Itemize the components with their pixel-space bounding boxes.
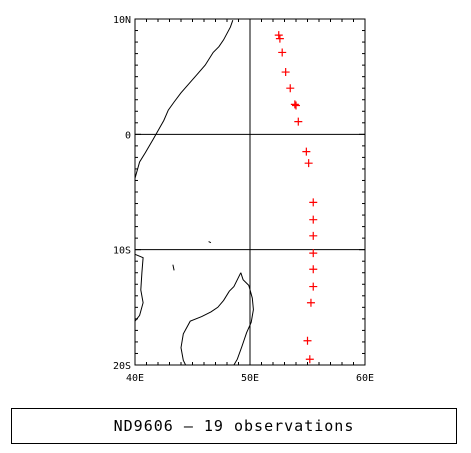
- observation-marker: [286, 84, 295, 93]
- coastlines: [134, 20, 254, 366]
- observation-marker: [309, 231, 318, 240]
- observation-marker: [309, 198, 318, 207]
- axis-tick-labels: 40E 50E 60E 10N 0 10S 20S: [113, 15, 374, 384]
- observation-marker: [304, 159, 313, 168]
- lon-tick-label: 50E: [241, 373, 259, 384]
- observation-marker: [275, 34, 284, 43]
- observation-marker: [278, 48, 287, 57]
- observation-marker: [303, 336, 312, 345]
- observation-marker: [302, 147, 311, 156]
- island-coastline: [208, 241, 212, 244]
- observation-markers: [274, 31, 318, 364]
- observation-marker: [305, 355, 314, 364]
- observation-map: 40E 50E 60E 10N 0 10S 20S: [113, 15, 374, 384]
- observation-marker: [290, 100, 299, 109]
- observation-marker: [281, 68, 290, 77]
- observation-marker: [309, 215, 318, 224]
- observation-marker: [292, 101, 300, 110]
- gridlines: [135, 19, 365, 365]
- lon-tick-label: 60E: [356, 373, 374, 384]
- lat-tick-label: 0: [125, 130, 131, 141]
- observation-marker: [274, 31, 283, 40]
- coastline-africa: [134, 20, 234, 179]
- lat-tick-label: 20S: [113, 361, 131, 372]
- axis-ticks: [134, 18, 366, 366]
- coastline-mainland-south: [134, 253, 144, 322]
- caption-text: ND9606 – 19 observations: [113, 417, 355, 435]
- observation-marker: [309, 282, 318, 291]
- observation-marker: [294, 117, 303, 126]
- caption-box: ND9606 – 19 observations: [11, 408, 457, 444]
- lat-tick-label: 10S: [113, 246, 131, 257]
- coastline-madagascar: [180, 272, 254, 366]
- observation-marker: [309, 265, 318, 274]
- lat-tick-label: 10N: [113, 15, 131, 26]
- lon-tick-label: 40E: [126, 373, 144, 384]
- observation-marker: [309, 249, 318, 258]
- island-coastline: [172, 264, 175, 271]
- observation-marker: [306, 298, 315, 307]
